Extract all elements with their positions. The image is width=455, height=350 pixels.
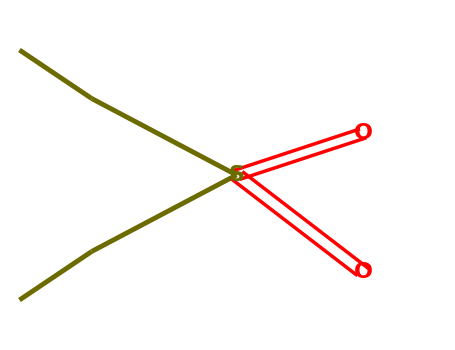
Text: O: O (354, 262, 373, 282)
Text: S: S (228, 165, 244, 185)
Text: O: O (354, 123, 373, 144)
